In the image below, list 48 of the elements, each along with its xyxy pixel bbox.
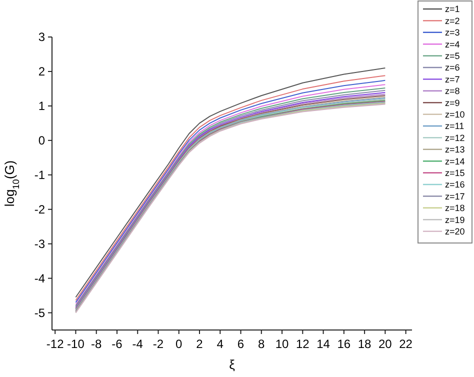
legend-label: z=20	[445, 226, 465, 236]
x-tick-label: -6	[112, 337, 123, 351]
x-tick-label: 0	[176, 337, 183, 351]
legend-label: z=5	[445, 50, 460, 61]
legend-label: z=15	[445, 168, 465, 178]
legend-label: z=6	[445, 62, 460, 73]
x-tick-label: -10	[67, 337, 85, 351]
legend-label: z=1	[445, 4, 460, 14]
legend-label: z=7	[445, 74, 460, 84]
y-tick-label: 3	[38, 30, 46, 44]
legend-label: z=17	[445, 191, 465, 202]
x-tick-label: -8	[91, 337, 102, 351]
x-tick-label: -4	[132, 337, 144, 351]
x-tick-label: -2	[152, 337, 164, 351]
x-tick-label: 2	[196, 337, 204, 351]
y-tick-label: 1	[38, 99, 46, 114]
x-tick-label: -12	[46, 337, 64, 351]
legend-label: z=4	[445, 39, 460, 50]
legend-label: z=3	[445, 28, 460, 38]
y-tick-label: -5	[34, 306, 46, 320]
x-tick-label: 18	[358, 337, 372, 351]
legend-label: z=9	[445, 98, 460, 108]
x-tick-label: 4	[216, 337, 224, 351]
y-tick-label: -3	[34, 237, 46, 252]
y-tick-label: -1	[34, 168, 46, 182]
x-tick-label: 20	[378, 337, 392, 351]
y-tick-label: 0	[38, 134, 46, 148]
legend-label: z=12	[445, 132, 465, 143]
x-tick-label: 12	[296, 337, 310, 351]
legend-label: z=19	[445, 214, 465, 225]
legend-label: z=2	[445, 16, 460, 26]
y-tick-label: -4	[34, 271, 46, 286]
y-tick-label: 2	[38, 64, 46, 79]
x-axis-title: ξ	[229, 357, 236, 372]
legend-label: z=11	[445, 121, 464, 132]
x-tick-label: 8	[258, 337, 266, 351]
x-tick-label: 16	[337, 337, 351, 351]
x-tick-label: 22	[399, 337, 413, 351]
legend-label: z=13	[445, 144, 465, 155]
x-tick-label: 14	[316, 337, 330, 351]
y-tick-label: -2	[34, 202, 46, 217]
legend-label: z=8	[445, 86, 460, 96]
x-tick-label: 10	[275, 337, 290, 351]
legend-label: z=16	[445, 180, 465, 190]
x-tick-label: 6	[237, 337, 244, 351]
legend-label: z=14	[445, 156, 465, 166]
legend-label: z=18	[445, 203, 465, 214]
legend-label: z=10	[445, 109, 465, 120]
